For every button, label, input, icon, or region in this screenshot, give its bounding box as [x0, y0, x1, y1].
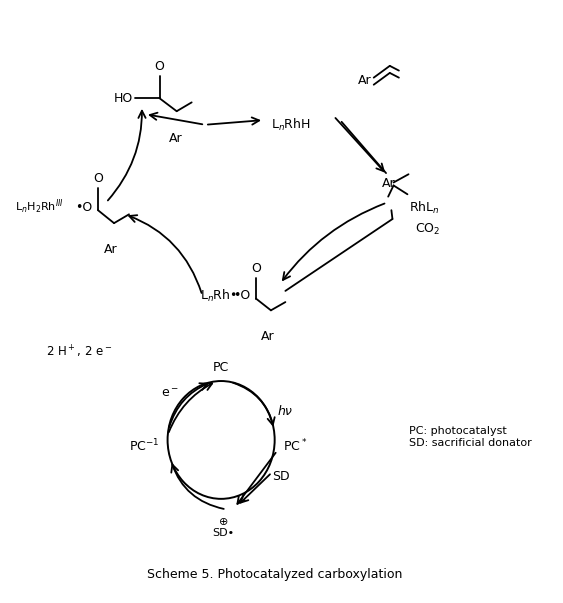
Text: Ar: Ar: [104, 243, 118, 256]
Text: PC$^*$: PC$^*$: [283, 438, 307, 454]
Text: •O: •O: [234, 289, 251, 302]
Text: Ar: Ar: [169, 133, 182, 145]
Text: O: O: [155, 60, 164, 73]
Text: •O: •O: [75, 201, 92, 213]
Text: SD: SD: [272, 470, 289, 483]
Text: CO$_2$: CO$_2$: [415, 222, 440, 237]
Text: 2 H$^+$, 2 e$^-$: 2 H$^+$, 2 e$^-$: [46, 344, 113, 360]
Text: Scheme 5. Photocatalyzed carboxylation: Scheme 5. Photocatalyzed carboxylation: [147, 569, 403, 581]
Text: PC: photocatalyst
SD: sacrificial donator: PC: photocatalyst SD: sacrificial donato…: [409, 426, 531, 448]
Text: hν: hν: [278, 405, 292, 418]
Text: L$_n$RhH: L$_n$RhH: [271, 117, 311, 133]
Text: HO: HO: [114, 92, 133, 105]
Text: Ar: Ar: [358, 74, 371, 87]
Text: e$^-$: e$^-$: [162, 387, 179, 400]
Text: RhL$_n$: RhL$_n$: [409, 200, 439, 216]
Text: L$_n$Rh•: L$_n$Rh•: [200, 288, 237, 304]
Text: PC$^{-1}$: PC$^{-1}$: [129, 438, 159, 454]
Text: L$_n$H$_2$Rh$^{III}$: L$_n$H$_2$Rh$^{III}$: [15, 198, 64, 216]
Text: O: O: [251, 262, 261, 275]
Text: ⊕
SD•: ⊕ SD•: [213, 517, 235, 538]
Text: PC: PC: [213, 361, 229, 374]
Text: Ar: Ar: [382, 177, 395, 190]
Text: Ar: Ar: [261, 330, 275, 343]
Text: O: O: [93, 172, 103, 185]
